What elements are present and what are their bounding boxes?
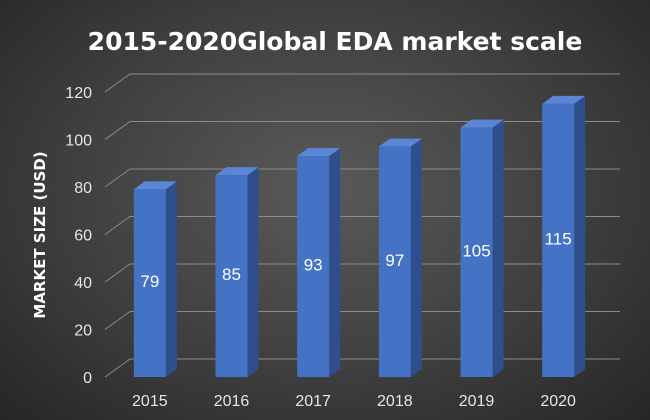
bar-front — [297, 156, 330, 377]
bar-2018: 97 — [378, 138, 422, 377]
y-tick-label: 100 — [65, 133, 92, 150]
bar-front — [378, 146, 411, 377]
y-tick-label: 0 — [83, 370, 92, 387]
bar-front — [542, 103, 575, 377]
bar-side — [492, 119, 504, 377]
y-tick-label: 60 — [74, 228, 92, 245]
bar-top — [215, 167, 259, 176]
data-label: 93 — [304, 256, 323, 275]
grid-lines — [104, 73, 620, 378]
grid-line-2 — [104, 263, 620, 283]
x-tick-label: 2018 — [377, 393, 413, 410]
y-tick-label: 120 — [65, 85, 92, 102]
x-tick-label: 2019 — [459, 393, 495, 410]
bar-side — [165, 181, 177, 377]
y-axis-ticks: 0 20 40 60 80 100 120 — [65, 85, 92, 387]
y-tick-label: 80 — [74, 180, 92, 197]
bar-side — [329, 148, 341, 377]
bar-front — [460, 127, 493, 377]
bar-top — [378, 138, 422, 147]
bar-2016: 85 — [215, 167, 259, 377]
grid-line-1 — [104, 311, 620, 330]
bar-2020: 115 — [542, 95, 586, 377]
bar-front — [133, 189, 166, 377]
chart-title: 2015-2020Global EDA market scale — [88, 27, 583, 56]
y-axis-label: MARKET SIZE (USD) — [31, 151, 49, 318]
y-tick-label: 20 — [74, 323, 92, 340]
bar-2015: 79 — [133, 181, 177, 377]
data-label: 105 — [462, 241, 490, 260]
grid-line-6 — [104, 73, 620, 93]
data-label: 97 — [385, 251, 404, 270]
bars: 79 85 93 97 105 115 — [133, 95, 586, 377]
bar-side — [574, 95, 586, 377]
data-label: 85 — [222, 265, 241, 284]
grid-line-3 — [104, 216, 620, 235]
x-tick-label: 2016 — [214, 393, 250, 410]
x-axis-ticks: 2015 2016 2017 2018 2019 2020 — [132, 393, 576, 410]
grid-line-0 — [104, 358, 620, 378]
bar-2019: 105 — [460, 119, 504, 377]
x-tick-label: 2020 — [540, 393, 576, 410]
bar-top — [460, 119, 504, 128]
bar-2017: 93 — [297, 148, 341, 377]
data-label: 79 — [140, 272, 159, 291]
x-tick-label: 2015 — [132, 393, 168, 410]
bar-side — [410, 138, 422, 377]
x-tick-label: 2017 — [295, 393, 331, 410]
bar-top — [133, 181, 177, 190]
grid-line-5 — [104, 121, 620, 140]
y-tick-label: 40 — [74, 275, 92, 292]
grid-line-4 — [104, 168, 620, 188]
bar-top — [542, 95, 586, 104]
bar-side — [247, 167, 259, 377]
bar-front — [215, 175, 248, 377]
bar-top — [297, 148, 341, 157]
data-label: 115 — [545, 229, 572, 248]
